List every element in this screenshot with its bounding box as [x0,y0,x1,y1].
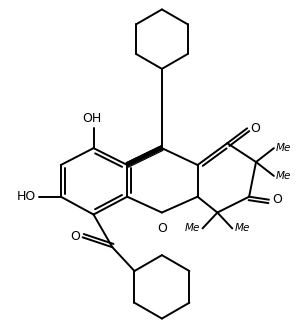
Text: O: O [250,122,260,135]
Text: O: O [70,230,80,243]
Text: Me: Me [234,223,250,234]
Text: Me: Me [276,171,291,181]
Text: Me: Me [185,223,201,234]
Text: OH: OH [82,113,101,125]
Text: HO: HO [17,190,36,203]
Text: O: O [272,193,282,206]
Text: O: O [157,222,167,236]
Text: Me: Me [276,143,291,153]
